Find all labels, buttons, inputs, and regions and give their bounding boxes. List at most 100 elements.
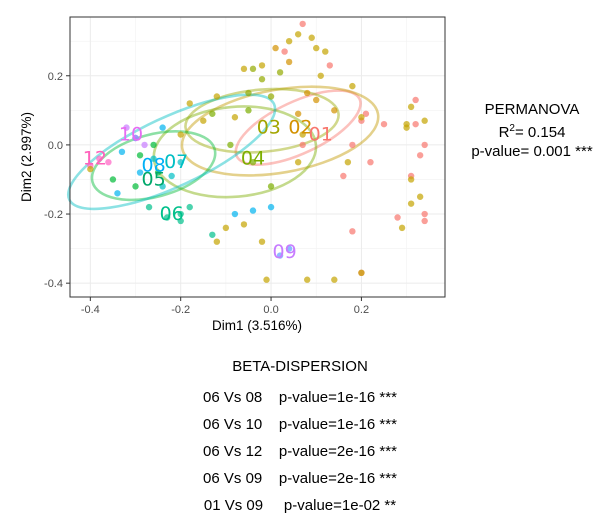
point-04 (249, 158, 257, 166)
point-08 (231, 210, 239, 218)
y-tick-label: 0.2 (48, 71, 63, 83)
point-04 (267, 183, 275, 190)
point-10 (132, 134, 139, 142)
point-mixed (294, 31, 302, 38)
point-mixed (200, 117, 207, 124)
point-01 (380, 120, 388, 128)
point-02 (331, 107, 338, 114)
point-mixed (231, 114, 239, 121)
point-10 (123, 124, 130, 131)
point-mixed (263, 276, 270, 283)
point-mixed (322, 48, 329, 55)
r2-label: R (498, 124, 510, 141)
point-mixed (299, 131, 306, 138)
point-03 (258, 76, 266, 83)
point-02 (272, 44, 279, 52)
permanova-box: PERMANOVA R2= 0.154 p-value= 0.001 *** (462, 100, 600, 161)
point-01 (412, 96, 419, 104)
point-mixed (358, 269, 365, 277)
point-mixed (285, 37, 293, 45)
group-label-12: 12 (83, 148, 107, 170)
ellipse-01 (234, 89, 362, 166)
group-label-02: 02 (288, 117, 312, 139)
point-06 (177, 217, 184, 225)
ellipse-05 (90, 130, 217, 202)
point-06 (163, 214, 171, 221)
point-mixed (177, 131, 184, 138)
grid (70, 17, 445, 297)
point-03 (267, 93, 275, 100)
point-07 (177, 158, 184, 166)
beta-row: 06 Vs 10 p-value=1e-16 *** (203, 416, 397, 433)
point-07 (168, 172, 175, 180)
point-01 (421, 141, 428, 149)
group-label-08: 08 (141, 155, 165, 177)
group-label-09: 09 (273, 241, 297, 263)
point-mixed (407, 200, 415, 207)
point-01 (412, 120, 419, 128)
point-mixed (308, 34, 315, 41)
point-08 (114, 190, 121, 197)
points (87, 20, 428, 283)
r2-value: = 0.154 (514, 124, 566, 141)
point-mixed (407, 103, 415, 111)
x-tick-label: 0.0 (263, 304, 278, 316)
point-01 (349, 228, 356, 235)
point-03 (276, 69, 284, 76)
point-03 (245, 89, 252, 97)
point-06 (145, 203, 153, 211)
beta-row: 06 Vs 09 p-value=2e-16 *** (203, 470, 397, 487)
point-10 (141, 141, 148, 149)
axes: -0.4 -0.2 0.0 0.2 -0.4 -0.2 0.0 0.2 (44, 71, 369, 316)
plot-border (69, 16, 446, 298)
point-mixed (303, 276, 311, 283)
beta-dispersion-box: BETA-DISPERSION 06 Vs 08 p-value=1e-16 *… (150, 358, 450, 519)
point-mixed (240, 221, 248, 228)
point-12 (96, 155, 103, 162)
point-03 (249, 65, 257, 73)
point-01 (340, 172, 347, 180)
x-tick-label: 0.2 (354, 304, 369, 316)
point-mixed (331, 276, 338, 283)
point-08 (118, 148, 126, 156)
point-mixed (358, 114, 365, 121)
point-01 (299, 141, 306, 149)
permanova-r2: R2= 0.154 (462, 119, 600, 142)
group-label-07: 07 (164, 151, 188, 173)
beta-row: 06 Vs 08 p-value=1e-16 *** (203, 389, 397, 406)
point-mixed (213, 93, 221, 100)
point-01 (367, 158, 374, 166)
point-02 (303, 89, 311, 97)
point-mixed (294, 158, 302, 166)
point-06 (209, 231, 216, 238)
ellipse-02 (180, 85, 380, 177)
point-01 (394, 214, 401, 221)
point-05 (154, 169, 162, 176)
point-05 (132, 183, 139, 190)
point-09 (285, 245, 293, 252)
point-06 (177, 210, 184, 218)
permanova-title: PERMANOVA (484, 101, 580, 118)
r2-superscript: 2 (509, 123, 515, 134)
point-mixed (421, 117, 428, 124)
group-label-05: 05 (141, 168, 165, 190)
point-mixed (317, 72, 324, 79)
group-label-01: 01 (309, 124, 333, 146)
point-01 (281, 48, 288, 55)
point-09 (276, 252, 284, 259)
point-mixed (258, 62, 266, 69)
y-tick-label: -0.2 (44, 209, 63, 221)
y-tick-label: 0.0 (48, 140, 63, 152)
point-mixed (222, 224, 230, 232)
point-mixed (344, 158, 352, 166)
point-08 (249, 207, 257, 214)
y-tick-label: -0.4 (44, 278, 63, 290)
point-01 (421, 217, 428, 225)
point-04 (209, 110, 216, 117)
point-mixed (349, 82, 356, 90)
point-05 (150, 141, 157, 149)
point-04 (227, 141, 234, 149)
plot-panel (70, 17, 445, 297)
y-axis-title: Dim2 (2.997%) (19, 112, 34, 202)
